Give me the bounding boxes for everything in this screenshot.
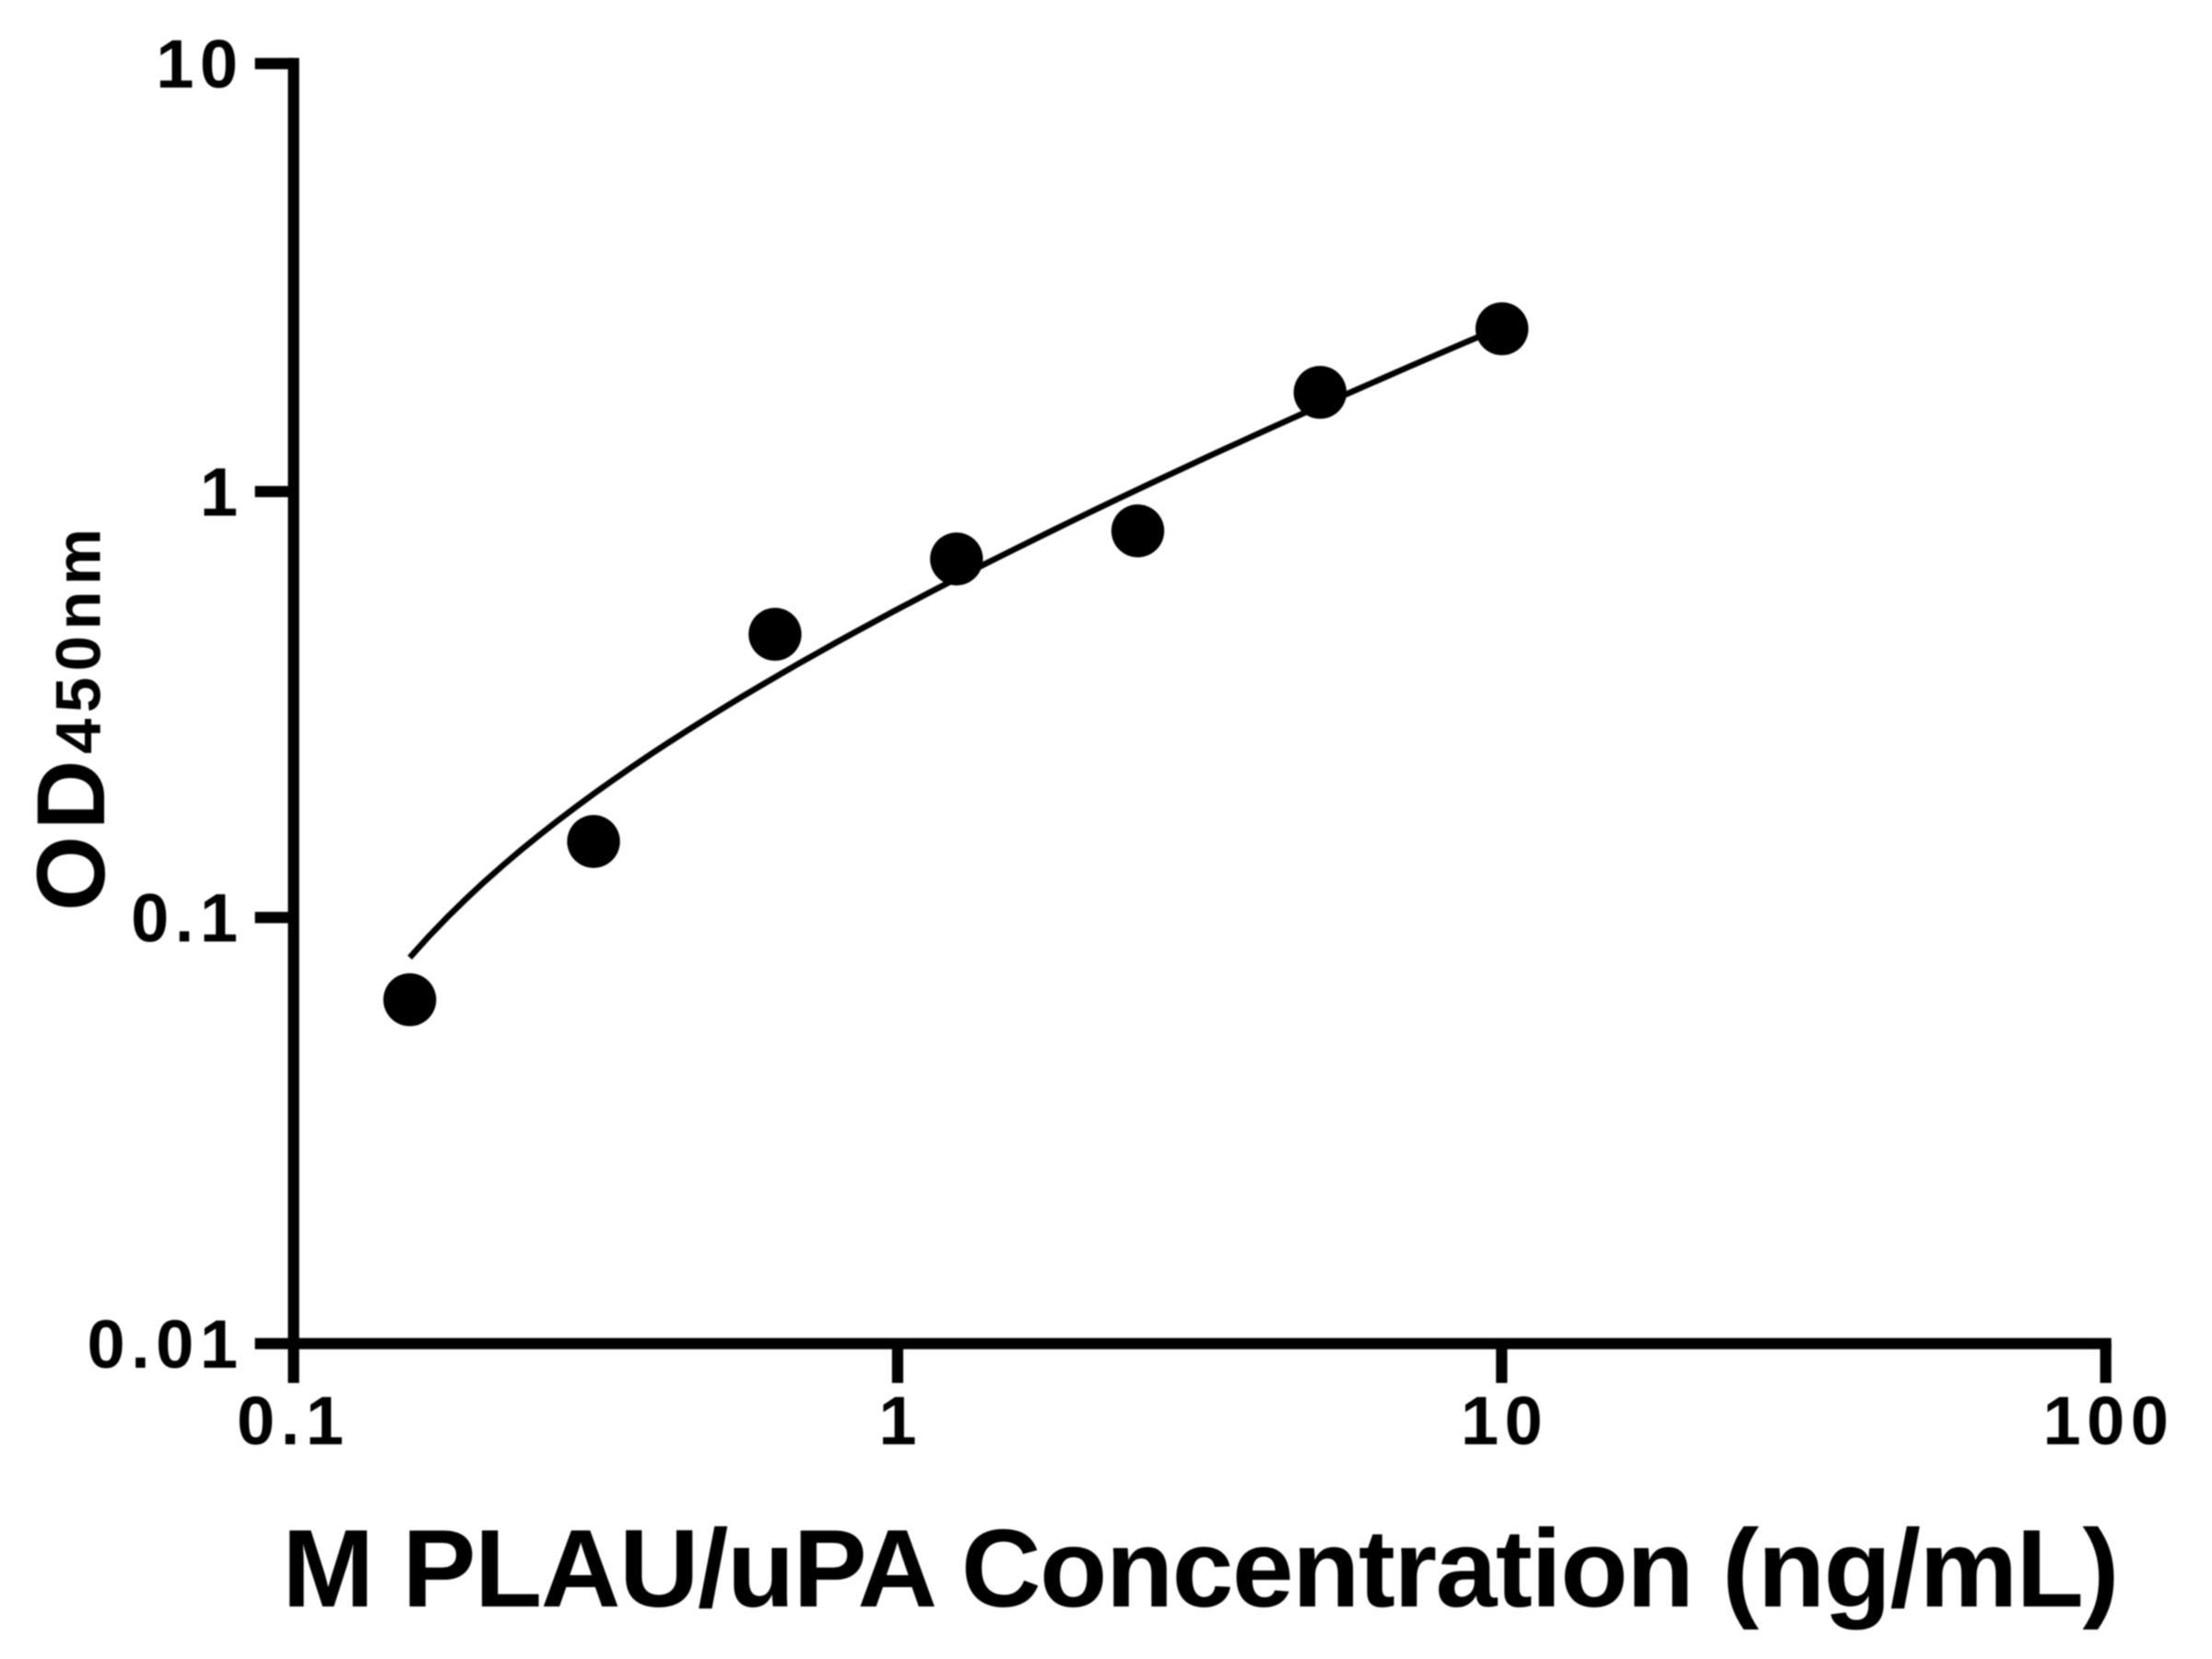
svg-text:0.01: 0.01 <box>87 1306 243 1382</box>
svg-text:10: 10 <box>1461 1382 1548 1459</box>
svg-text:0.1: 0.1 <box>131 880 243 957</box>
svg-text:1: 1 <box>200 453 244 530</box>
svg-text:1: 1 <box>878 1382 923 1459</box>
svg-text:0.1: 0.1 <box>237 1382 349 1459</box>
svg-text:M PLAU/uPA Concentration (ng/m: M PLAU/uPA Concentration (ng/mL) <box>282 1507 2118 1630</box>
svg-text:100: 100 <box>2042 1382 2174 1459</box>
svg-text:10: 10 <box>156 26 243 102</box>
